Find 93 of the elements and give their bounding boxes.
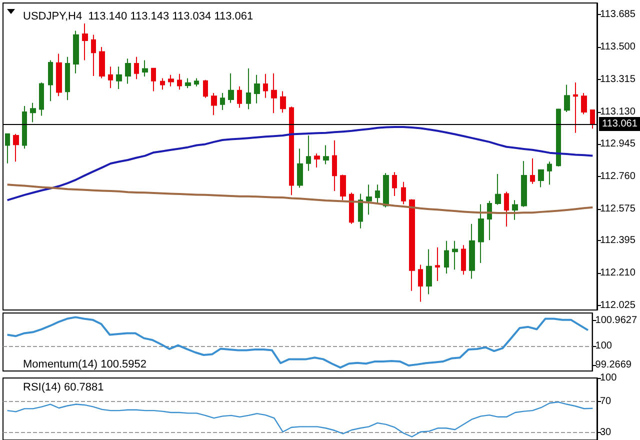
candlestick	[590, 108, 595, 130]
line-series	[6, 184, 594, 214]
y-tick-label: 99.2669	[595, 360, 632, 371]
candlestick	[177, 73, 182, 90]
candlestick	[547, 161, 552, 186]
candlestick	[452, 240, 458, 270]
candlestick	[220, 92, 225, 111]
candlestick	[375, 184, 380, 205]
candlestick	[116, 66, 122, 90]
candlestick	[573, 82, 578, 134]
candlestick	[323, 144, 329, 165]
candlestick	[512, 200, 518, 220]
candlestick	[263, 73, 268, 98]
line-series	[6, 126, 594, 202]
text: Momentum(14) 100.5952	[23, 358, 147, 370]
candlestick	[39, 82, 44, 116]
text: USDJPY,H4 113.140 113.143 113.034 113.061	[23, 10, 254, 22]
candlestick	[530, 158, 535, 184]
candlestick	[306, 134, 311, 172]
candlestick	[168, 74, 174, 87]
candlestick	[340, 174, 346, 201]
line-series	[6, 401, 594, 438]
y-tick-label: 70	[600, 396, 612, 407]
candlestick	[289, 106, 294, 196]
candlestick	[30, 102, 36, 123]
candlestick	[48, 60, 53, 102]
chart-title: RSI(14) 60.7881	[23, 382, 104, 394]
y-tick-label: 112.025	[600, 300, 636, 312]
candlestick	[151, 68, 156, 92]
candlestick	[254, 74, 260, 104]
y-tick-label: 112.945	[600, 138, 636, 150]
y-tick-label: 100	[600, 372, 618, 384]
candlestick	[401, 181, 406, 205]
candlestick	[564, 84, 570, 112]
candlestick	[203, 79, 208, 98]
candlestick	[271, 72, 277, 114]
candlestick	[125, 58, 131, 84]
candlestick	[332, 140, 337, 192]
candlestick	[5, 133, 10, 164]
candlestick	[134, 56, 139, 80]
candlestick	[409, 198, 415, 292]
candlestick	[314, 153, 320, 168]
candlestick	[461, 244, 466, 276]
candlestick	[392, 172, 397, 196]
candlestick	[426, 248, 432, 295]
line-series	[6, 316, 590, 369]
candlestick	[211, 92, 217, 116]
candlestick	[358, 193, 363, 229]
candlestick	[504, 191, 509, 227]
candlestick	[142, 60, 148, 78]
y-tick-label: 100	[595, 340, 612, 352]
candlestick	[160, 78, 165, 90]
candlestick	[73, 30, 79, 74]
candlestick	[56, 53, 62, 97]
candlestick	[495, 174, 501, 206]
candlestick	[366, 184, 372, 216]
candlestick	[521, 160, 527, 208]
candlestick	[99, 46, 105, 79]
candlestick	[297, 148, 303, 188]
ref-line-label: 113.061	[602, 118, 638, 130]
candlestick	[65, 56, 70, 101]
candlestick	[556, 108, 561, 167]
candlestick	[237, 86, 242, 108]
candlestick	[194, 78, 199, 87]
candlestick	[581, 92, 587, 115]
y-tick-label: 113.685	[600, 8, 636, 20]
candlestick	[82, 23, 88, 61]
candlestick	[383, 172, 389, 208]
candlestick	[435, 246, 440, 282]
candlestick	[22, 105, 27, 150]
candlestick	[108, 66, 113, 89]
y-tick-label: 30	[600, 426, 612, 438]
y-tick-label: 113.130	[600, 106, 636, 118]
y-tick-label: 112.760	[600, 171, 636, 182]
candlestick	[13, 133, 19, 162]
candlestick	[246, 68, 251, 110]
y-tick-label: 112.210	[600, 268, 636, 279]
candlestick	[444, 240, 449, 274]
y-tick-label: 113.315	[600, 74, 636, 85]
candlestick	[349, 192, 354, 224]
y-tick-label: 113.500	[600, 41, 636, 52]
candlestick	[185, 78, 191, 89]
candlestick	[91, 34, 96, 76]
candlestick	[228, 72, 234, 104]
y-tick-label: 100.9627	[595, 315, 638, 326]
candlestick	[538, 169, 544, 188]
candlestick	[418, 264, 423, 302]
candlestick	[487, 200, 492, 241]
candlestick	[478, 204, 484, 264]
candlestick	[280, 90, 286, 114]
y-tick-label: 112.575	[600, 204, 636, 215]
candlestick	[469, 223, 475, 280]
y-tick-label: 112.395	[600, 235, 636, 246]
